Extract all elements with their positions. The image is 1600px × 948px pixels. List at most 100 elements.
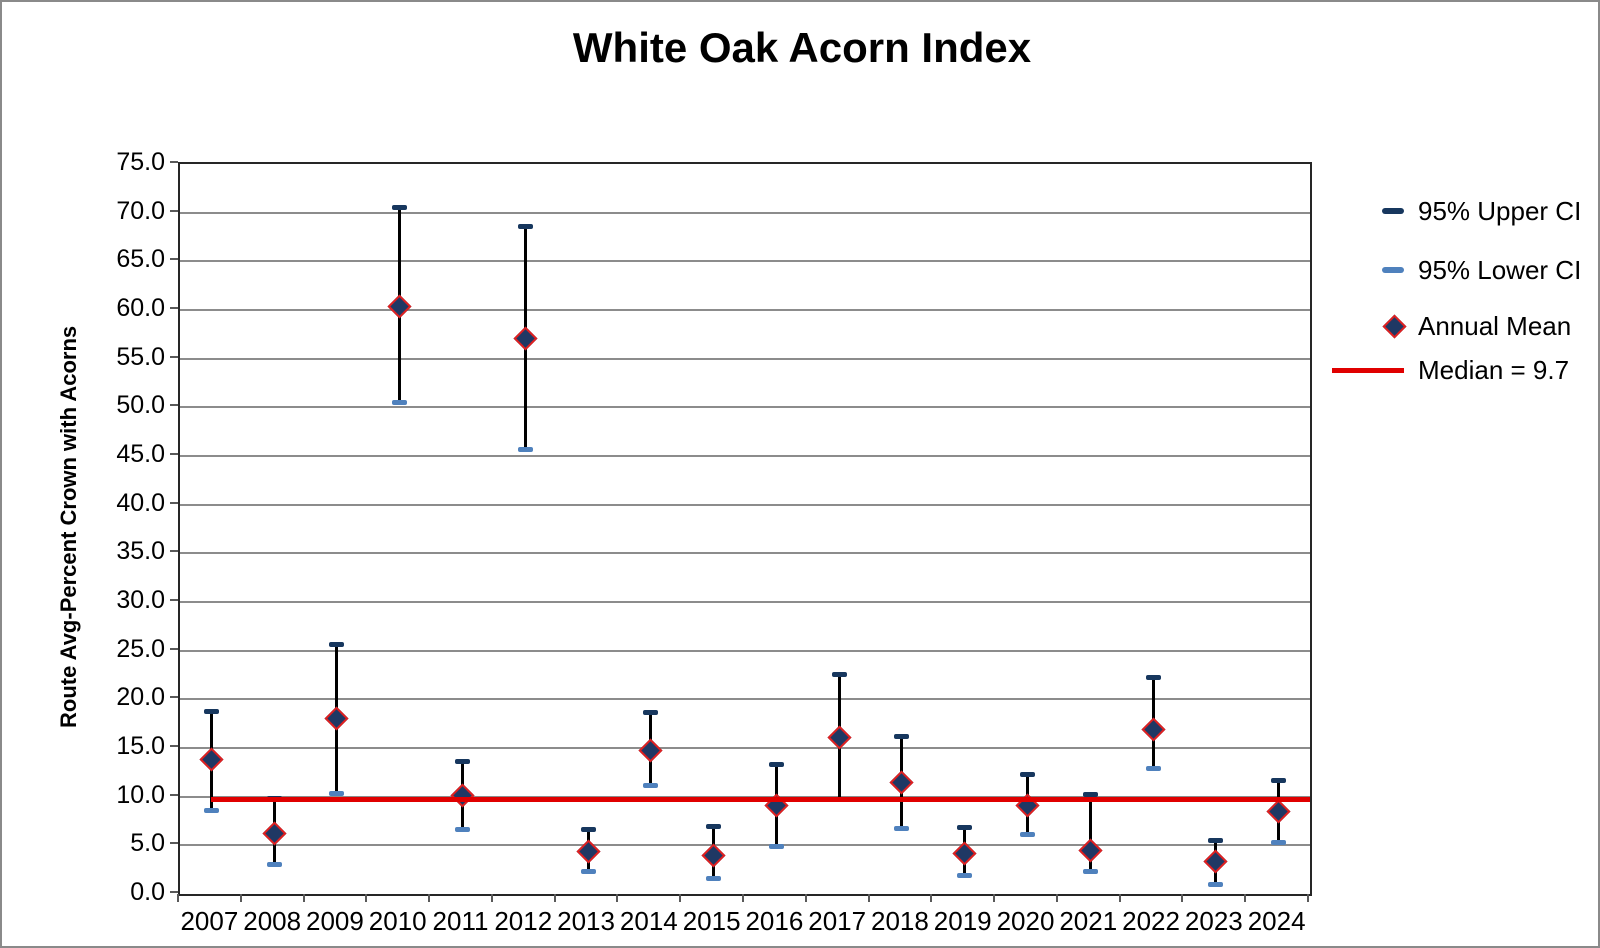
x-tick-label: 2023 [1184, 906, 1243, 936]
y-axis-tick [170, 404, 178, 407]
x-tick-label: 2021 [1059, 906, 1118, 936]
lower-ci-cap-marker [1271, 839, 1287, 845]
gridline [180, 455, 1310, 457]
annual-mean-diamond-marker [1141, 717, 1166, 742]
upper-ci-cap-marker [768, 762, 784, 768]
lower-ci-cap-marker [643, 783, 659, 789]
upper-ci-cap-marker [580, 827, 596, 833]
y-axis-tick [170, 793, 178, 796]
gridline [180, 357, 1310, 360]
upper-ci-cap-marker [831, 671, 847, 677]
y-tick-label: 5.0 [130, 829, 165, 858]
lower-ci-cap-marker [894, 826, 910, 832]
upper-ci-cap-marker [203, 708, 219, 714]
upper-ci-cap-marker [392, 205, 408, 211]
x-tick-label: 2008 [243, 906, 302, 936]
y-tick-label: 45.0 [116, 440, 165, 468]
upper-ci-cap-marker [1020, 771, 1035, 777]
y-axis-tick [170, 891, 178, 893]
y-axis-tick [170, 501, 178, 504]
annual-mean-legend-diamond-icon [1382, 313, 1407, 339]
annual-mean-diamond-marker [387, 294, 412, 319]
x-tick-label: 2018 [871, 906, 929, 936]
lower-ci-cap-marker [329, 791, 345, 797]
annual-mean-diamond-marker [1203, 849, 1228, 874]
gridline [180, 698, 1310, 701]
legend-marker-box [1332, 260, 1404, 280]
x-axis-tick [616, 894, 619, 902]
legend-label: Annual Mean [1418, 310, 1572, 341]
annual-mean-diamond-marker [576, 839, 601, 864]
annual-mean-diamond-marker [450, 783, 475, 808]
gridline [180, 503, 1310, 506]
x-tick-label: 2011 [432, 906, 489, 936]
lower-ci-cap-marker [706, 875, 722, 881]
y-axis-tick [170, 696, 178, 699]
x-tick-label: 2007 [180, 906, 239, 936]
legend-marker-box [1332, 313, 1407, 339]
y-axis-tick [170, 842, 178, 845]
x-axis-tick [867, 894, 870, 902]
x-tick-label: 2015 [682, 906, 741, 936]
lower-ci-cap-marker [1208, 881, 1224, 887]
y-axis-tick [170, 161, 178, 163]
x-axis-tick [993, 894, 996, 902]
x-axis-tick [1244, 894, 1247, 902]
x-axis-tick [1118, 894, 1121, 902]
upper-ci-legend-dash-icon [1382, 208, 1404, 214]
y-axis-tick [170, 599, 178, 601]
upper-ci-cap-marker [643, 710, 659, 716]
lower-ci-cap-marker [768, 843, 784, 849]
lower-ci-cap-marker [203, 807, 219, 813]
x-tick-label: 2012 [494, 906, 553, 936]
x-tick-label: 2016 [745, 906, 804, 936]
upper-ci-cap-marker [957, 825, 973, 831]
lower-ci-cap-marker [455, 827, 470, 833]
x-axis-tick [1307, 894, 1309, 902]
y-tick-label: 50.0 [116, 391, 165, 420]
gridline [180, 844, 1310, 847]
chart-title: White Oak Acorn Index [572, 24, 1032, 71]
y-axis-tick [170, 258, 178, 261]
legend-label: 95% Lower CI [1418, 254, 1582, 285]
annual-mean-diamond-marker [827, 725, 852, 750]
error-bar-line [1088, 794, 1092, 872]
x-axis-tick [1181, 894, 1184, 902]
y-tick-label: 30.0 [116, 586, 165, 614]
x-axis-tick [679, 894, 682, 902]
plot-area [178, 162, 1312, 896]
legend-marker-box [1332, 201, 1404, 221]
y-axis-tick [170, 307, 178, 309]
x-tick-label: 2017 [808, 906, 867, 936]
x-tick-label: 2010 [368, 906, 427, 936]
y-axis-tick [170, 647, 178, 650]
median-line [211, 797, 1310, 803]
lower-ci-cap-marker [580, 869, 596, 875]
legend-item: Median = 9.7 [1332, 349, 1598, 391]
x-axis-tick [302, 894, 305, 902]
gridline [180, 406, 1310, 409]
gridline [180, 211, 1310, 214]
y-tick-label: 65.0 [116, 245, 165, 274]
upper-ci-cap-marker [1145, 675, 1161, 681]
y-axis-tick [170, 209, 178, 212]
annual-mean-diamond-marker [1078, 838, 1103, 863]
y-tick-label: 15.0 [116, 732, 165, 760]
lower-ci-cap-marker [392, 399, 408, 405]
gridline [180, 309, 1310, 311]
gridline [180, 552, 1310, 555]
annual-mean-diamond-marker [262, 821, 287, 846]
y-tick-label: 55.0 [116, 342, 165, 371]
annual-mean-diamond-marker [638, 738, 663, 763]
gridline [180, 795, 1310, 798]
legend-item: 95% Lower CI [1332, 249, 1598, 291]
lower-ci-cap-marker [957, 873, 973, 878]
y-tick-label: 60.0 [116, 294, 165, 322]
y-tick-label: 35.0 [116, 537, 165, 566]
annual-mean-diamond-marker [1266, 799, 1291, 824]
upper-ci-cap-marker [1208, 837, 1224, 843]
y-tick-label: 25.0 [116, 634, 165, 663]
gridline [180, 260, 1310, 263]
legend-item: 95% Upper CI [1332, 190, 1598, 232]
gridline [180, 649, 1310, 652]
